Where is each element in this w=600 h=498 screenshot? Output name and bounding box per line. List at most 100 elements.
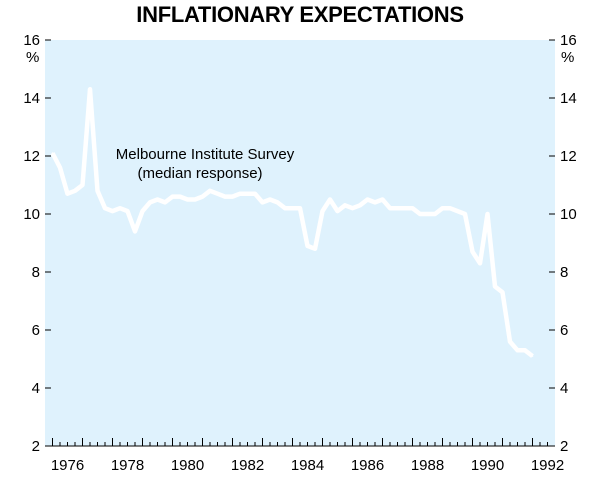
data-point <box>239 192 241 195</box>
data-point <box>171 195 174 198</box>
data-point <box>194 198 196 201</box>
data-point <box>306 245 309 247</box>
data-point <box>441 207 444 209</box>
left-axis-unit: % <box>26 49 39 66</box>
data-point <box>479 262 481 265</box>
data-point <box>269 198 271 201</box>
y-tick-label-left: 14 <box>23 90 40 107</box>
data-point <box>276 201 279 204</box>
data-point <box>179 195 181 198</box>
data-point <box>359 204 361 207</box>
x-tick-label: 1978 <box>111 457 144 474</box>
series-layer <box>50 87 534 358</box>
data-point <box>186 198 189 201</box>
y-tick-label-right: 14 <box>560 90 577 107</box>
data-point <box>381 198 384 201</box>
data-point <box>126 210 129 212</box>
data-point <box>231 195 234 198</box>
data-point <box>419 213 421 215</box>
data-point <box>291 207 294 209</box>
data-point <box>456 210 459 212</box>
y-tick-label-right: 4 <box>560 380 568 397</box>
data-point <box>464 213 466 215</box>
data-point <box>209 190 211 192</box>
data-point <box>59 166 61 169</box>
x-tick-label: 1984 <box>291 457 324 474</box>
annotation-line-2: (median response) <box>137 165 262 182</box>
data-point <box>261 201 264 204</box>
y-tick-label-left: 4 <box>32 380 40 397</box>
data-point <box>74 190 76 192</box>
annotation-line-1: Melbourne Institute Survey <box>116 146 295 163</box>
right-axis-unit: % <box>561 49 574 66</box>
data-point <box>524 349 526 352</box>
data-point <box>66 192 69 195</box>
chart-title: INFLATIONARY EXPECTATIONS <box>136 2 464 27</box>
data-point <box>81 184 84 186</box>
data-point <box>366 198 369 201</box>
data-point <box>329 198 331 201</box>
data-point <box>299 207 301 209</box>
data-point <box>321 210 324 212</box>
data-point <box>224 195 226 198</box>
data-point <box>449 207 451 209</box>
data-point <box>284 207 286 209</box>
x-tick-label: 1988 <box>411 457 444 474</box>
y-tick-label-left: 12 <box>23 148 40 165</box>
data-point <box>164 201 166 204</box>
x-tick-label: 1976 <box>51 457 84 474</box>
data-point <box>411 207 414 209</box>
data-point <box>426 213 429 215</box>
plot-area <box>45 40 555 446</box>
y-tick-label-left: 10 <box>23 206 40 223</box>
data-point <box>111 210 114 212</box>
data-point <box>201 195 204 198</box>
x-tick-label: 1982 <box>231 457 264 474</box>
data-point <box>216 192 219 195</box>
data-point <box>389 207 391 209</box>
x-tick-label: 1990 <box>471 457 504 474</box>
data-point <box>486 213 489 215</box>
data-point <box>471 250 474 253</box>
data-point <box>119 207 121 209</box>
x-tick-label: 1980 <box>171 457 204 474</box>
data-point <box>531 355 534 357</box>
data-point <box>404 207 406 209</box>
data-point <box>434 213 436 215</box>
data-point <box>336 210 339 212</box>
data-point <box>149 201 151 204</box>
data-point <box>374 201 376 204</box>
x-tick-label: 1992 <box>531 457 564 474</box>
data-point <box>396 207 399 209</box>
y-tick-label-left: 16 <box>23 32 40 49</box>
data-point <box>254 192 256 195</box>
data-point <box>134 230 136 233</box>
y-tick-label-right: 8 <box>560 264 568 281</box>
data-point <box>344 204 346 207</box>
y-tick-label-left: 8 <box>32 264 40 281</box>
data-point <box>96 190 99 192</box>
data-point <box>494 285 496 288</box>
y-tick-label-right: 6 <box>560 322 568 339</box>
data-point <box>351 207 354 209</box>
data-point <box>156 198 159 201</box>
data-point <box>141 210 144 212</box>
y-tick-label-left: 2 <box>32 438 40 455</box>
y-tick-label-right: 10 <box>560 206 577 223</box>
axes <box>45 39 555 447</box>
y-tick-label-right: 2 <box>560 438 568 455</box>
data-point <box>51 152 54 154</box>
data-point <box>516 349 519 352</box>
data-point <box>104 207 106 209</box>
data-point <box>89 88 91 91</box>
y-tick-label-right: 16 <box>560 32 577 49</box>
labels: % % Melbourne Institute Survey (median r… <box>23 32 576 474</box>
data-point <box>509 340 511 343</box>
data-point <box>501 291 504 294</box>
x-tick-label: 1986 <box>351 457 384 474</box>
y-tick-label-left: 6 <box>32 322 40 339</box>
data-point <box>246 192 249 195</box>
data-point <box>314 248 316 250</box>
y-tick-label-right: 12 <box>560 148 577 165</box>
